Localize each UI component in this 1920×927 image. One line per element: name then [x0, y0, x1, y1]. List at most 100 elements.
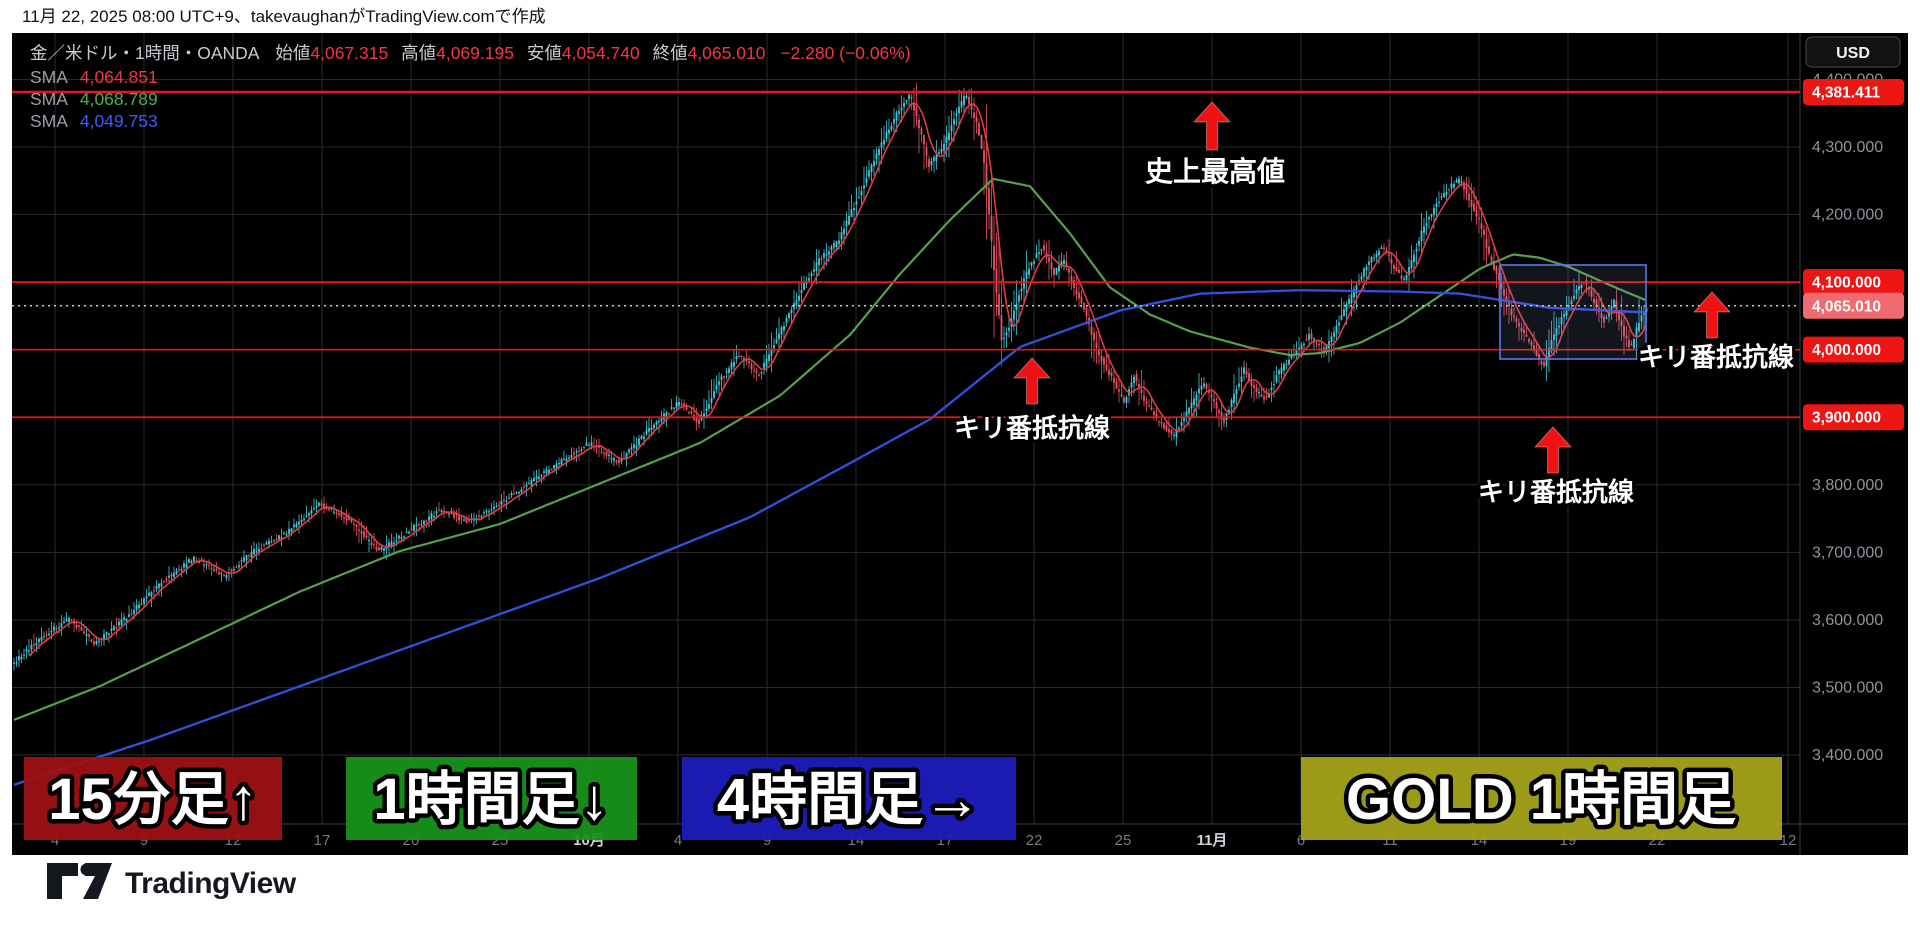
candle-body: [575, 451, 578, 453]
candle-body: [98, 640, 100, 642]
candle-body: [745, 359, 748, 362]
candle-body: [1283, 364, 1285, 371]
price-axis[interactable]: 4,400.0004,300.0004,200.0003,800.0003,70…: [1803, 71, 1904, 764]
candle-body: [1383, 247, 1385, 249]
candle-body: [1408, 267, 1410, 275]
time-axis-label[interactable]: 11月: [1197, 832, 1228, 849]
candle-body: [1130, 382, 1133, 388]
candle-body: [315, 506, 318, 508]
candle-body: [1285, 363, 1288, 365]
price-badge-label: 4,381.411: [1812, 85, 1880, 102]
candle-body: [993, 245, 995, 271]
candle-body: [543, 471, 545, 474]
time-axis-label[interactable]: 22: [1026, 832, 1043, 849]
candle-body: [418, 524, 420, 526]
time-axis-label[interactable]: 12: [1780, 832, 1797, 849]
candle-body: [193, 556, 195, 562]
candle-body: [815, 262, 818, 271]
candle-body: [1288, 359, 1290, 365]
candle-body: [1025, 271, 1028, 279]
candle-body: [1183, 416, 1185, 422]
sma-line-blue: [13, 289, 1647, 786]
candle-body: [1015, 303, 1018, 311]
candle-body: [390, 541, 393, 546]
currency-button-label: USD: [1836, 45, 1870, 62]
annotations: 史上最高値 キリ番抵抗線 キリ番抵抗線 キリ番抵抗線: [951, 153, 1797, 510]
candle-body: [840, 232, 843, 240]
candle-body: [335, 512, 338, 515]
candle-body: [1378, 250, 1380, 256]
time-axis-label[interactable]: 4: [674, 832, 682, 849]
candle-body: [1375, 253, 1378, 258]
time-axis-label[interactable]: 25: [1115, 832, 1132, 849]
candle-body: [1628, 339, 1630, 347]
candle-body: [920, 128, 923, 135]
candle-body: [505, 500, 508, 503]
candle-body: [1078, 292, 1080, 299]
price-axis-label: 3,600.000: [1812, 612, 1883, 629]
candle-body: [1343, 309, 1345, 316]
candle-body: [1498, 273, 1500, 281]
time-axis-label[interactable]: 4: [51, 832, 59, 849]
candle-body: [1158, 421, 1160, 423]
candle-body: [360, 530, 363, 534]
candle-body: [118, 621, 120, 626]
candle-body: [488, 511, 490, 513]
svg-text:SMA 4,064.851: SMA 4,064.851: [30, 67, 158, 87]
candle-body: [523, 486, 525, 488]
selection-box[interactable]: [1499, 264, 1647, 360]
time-axis-label[interactable]: 9: [763, 832, 771, 849]
candle-body: [235, 566, 238, 568]
candle-body: [480, 515, 483, 518]
candle-body: [1265, 395, 1268, 397]
candle-body: [803, 283, 805, 290]
candle-body: [995, 268, 998, 293]
candle-body: [448, 513, 450, 515]
candles[interactable]: [13, 83, 1648, 671]
candle-body: [1575, 289, 1578, 294]
candle-body: [655, 421, 658, 425]
candle-body: [535, 476, 538, 480]
candle-body: [1098, 348, 1100, 355]
time-axis-label[interactable]: 9: [140, 832, 148, 849]
candle-body: [393, 542, 395, 544]
candle-body: [285, 533, 288, 536]
candle-body: [430, 513, 433, 520]
candle-body: [1318, 343, 1320, 346]
time-axis-label[interactable]: 17: [314, 832, 331, 849]
candle-body: [1238, 383, 1240, 387]
candle-body: [958, 106, 960, 114]
currency-button[interactable]: USD: [1805, 36, 1901, 68]
brand-text: TradingView: [125, 867, 297, 900]
candle-body: [610, 458, 613, 460]
candle-body: [38, 638, 40, 643]
candle-body: [860, 190, 863, 196]
candle-body: [1070, 275, 1073, 284]
candle-body: [918, 119, 920, 129]
candle-body: [55, 628, 58, 630]
candle-body: [1568, 305, 1570, 308]
candle-body: [1148, 405, 1150, 407]
candle-body: [978, 123, 980, 136]
candle-body: [850, 209, 853, 217]
candle-body: [1213, 399, 1215, 402]
candle-body: [905, 100, 908, 102]
candle-body: [1573, 295, 1575, 300]
candle-body: [420, 524, 423, 526]
candle-body: [350, 518, 353, 523]
candle-body: [940, 149, 943, 153]
candle-body: [853, 208, 855, 211]
time-axis-label[interactable]: 6: [1297, 832, 1305, 849]
candle-body: [250, 552, 253, 558]
candle-body: [50, 630, 53, 633]
candle-body: [1055, 268, 1058, 275]
candle-body: [1503, 289, 1505, 296]
candle-body: [310, 509, 313, 514]
candle-body: [1138, 383, 1140, 390]
candle-body: [410, 528, 413, 531]
candle-body: [283, 533, 285, 535]
candle-body: [923, 135, 925, 145]
candle-body: [1495, 265, 1498, 274]
candle-body: [1528, 339, 1530, 342]
